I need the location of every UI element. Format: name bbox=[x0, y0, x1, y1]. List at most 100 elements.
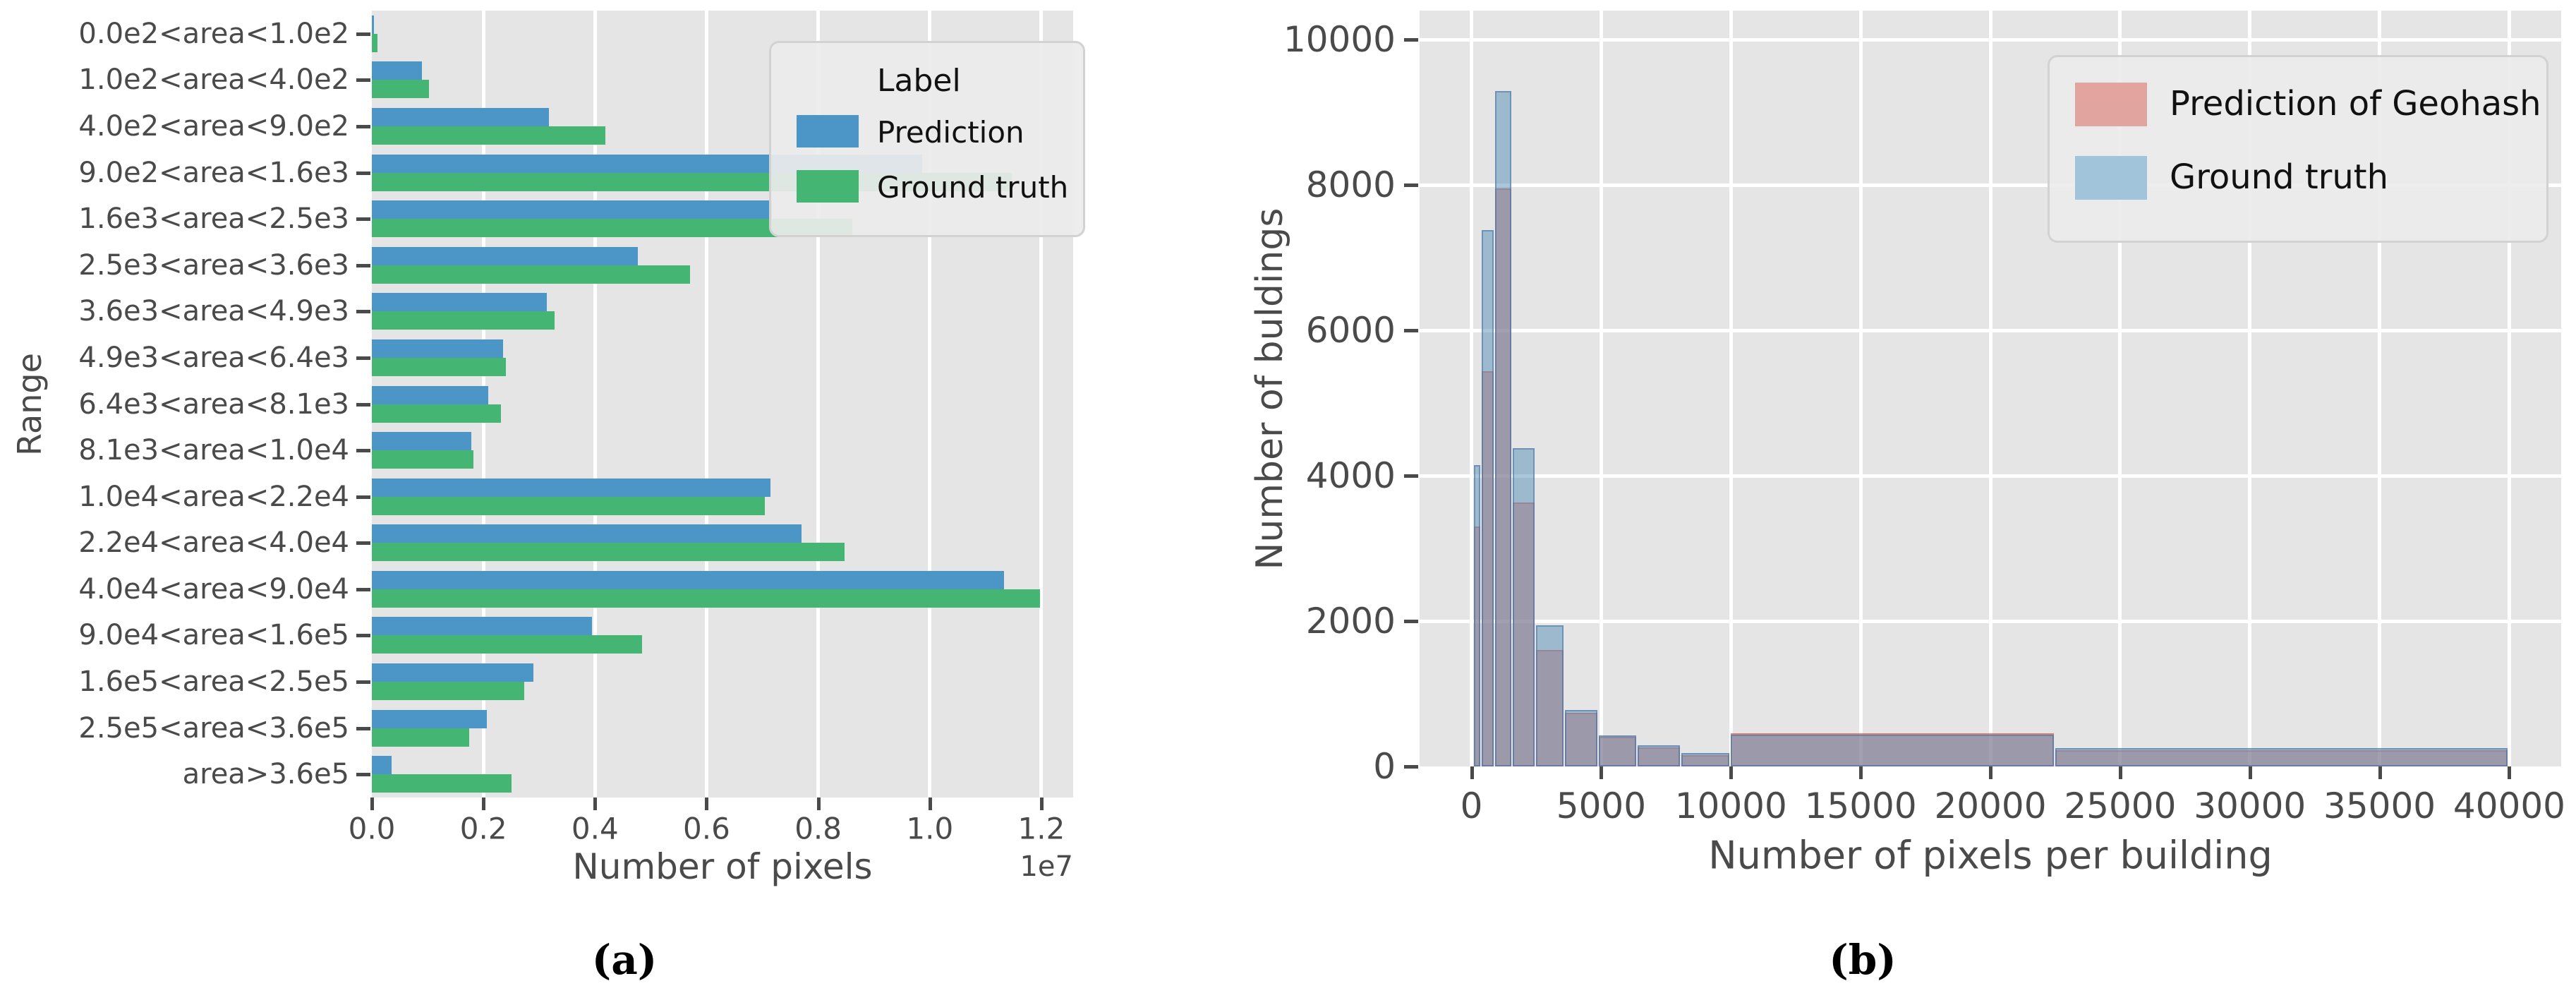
chart-a-x-tick-label: 0.2 bbox=[459, 811, 507, 846]
chart-b-y-axis-label: Number of buldings bbox=[1249, 207, 1291, 570]
chart-a-y-tick-label: 3.6e3<area<4.9e3 bbox=[78, 295, 349, 328]
hist-bar-ground-truth bbox=[1564, 709, 1597, 766]
bar-prediction bbox=[372, 570, 1004, 589]
chart-a-y-tick-label: 8.1e3<area<1.0e4 bbox=[78, 434, 349, 467]
bar-prediction bbox=[372, 200, 772, 219]
chart-b-x-tick bbox=[1859, 766, 1863, 779]
bar-prediction bbox=[372, 15, 375, 34]
chart-a-gridline bbox=[816, 11, 821, 798]
chart-a-y-tick-label: 1.0e2<area<4.0e2 bbox=[78, 64, 349, 97]
chart-b-x-tick bbox=[2378, 766, 2382, 779]
chart-b-y-tick-label: 8000 bbox=[1305, 164, 1396, 206]
hist-bar-ground-truth bbox=[1598, 735, 1636, 766]
chart-b-gridline bbox=[1420, 619, 2561, 623]
chart-b-gridline bbox=[1858, 11, 1863, 766]
chart-a-gridline bbox=[1039, 11, 1044, 798]
chart-a-y-tick bbox=[356, 217, 370, 222]
chart-a-y-tick-label: 4.0e2<area<9.0e2 bbox=[78, 109, 349, 143]
bar-prediction bbox=[372, 756, 392, 775]
chart-a-y-tick-label: area>3.6e5 bbox=[182, 758, 349, 791]
chart-a-y-tick-label: 2.2e4<area<4.0e4 bbox=[78, 526, 349, 560]
chart-b-x-tick bbox=[1729, 766, 1734, 779]
bar-ground-truth bbox=[372, 126, 606, 145]
chart-b-gridline bbox=[1420, 474, 2561, 478]
prediction-of-geohash-legend-swatch bbox=[2075, 83, 2147, 126]
chart-b-y-tick bbox=[1404, 329, 1418, 333]
chart-b-y-tick-label: 10000 bbox=[1283, 19, 1396, 61]
chart-b-x-tick bbox=[1989, 766, 1993, 779]
chart-b-gridline bbox=[2378, 11, 2382, 766]
bar-ground-truth bbox=[372, 450, 473, 469]
chart-b-x-tick-label: 35000 bbox=[2323, 786, 2436, 826]
chart-b-gridline bbox=[2507, 11, 2511, 766]
chart-b-x-tick bbox=[1470, 766, 1474, 779]
bar-ground-truth bbox=[372, 635, 642, 654]
chart-a-x-tick-label: 0.6 bbox=[683, 811, 730, 846]
caption-a: (a) bbox=[591, 936, 658, 984]
hist-bar-ground-truth bbox=[1637, 745, 1681, 766]
bar-prediction bbox=[372, 663, 533, 682]
chart-b-legend: Prediction of Geohash Ground truth bbox=[2048, 55, 2548, 243]
bar-ground-truth bbox=[372, 33, 377, 52]
ground-truth-legend-swatch bbox=[797, 170, 859, 203]
chart-a-y-tick bbox=[356, 402, 370, 407]
chart-b-x-tick-label: 5000 bbox=[1556, 786, 1647, 826]
hist-bar-ground-truth bbox=[1731, 735, 2054, 766]
hist-bar-ground-truth bbox=[1474, 464, 1481, 766]
chart-a-y-tick bbox=[356, 263, 370, 267]
chart-a-gridline bbox=[928, 11, 932, 798]
chart-a-gridline bbox=[704, 11, 708, 798]
bar-prediction bbox=[372, 61, 423, 80]
chart-a-y-tick-label: 2.5e5<area<3.6e5 bbox=[78, 711, 349, 745]
chart-a-y-tick bbox=[356, 495, 370, 499]
chart-a-y-axis-label: Range bbox=[11, 352, 49, 456]
bar-prediction bbox=[372, 385, 489, 404]
ground-truth-b-legend-label: Ground truth bbox=[2170, 157, 2389, 197]
chart-a-y-tick-label: 1.6e3<area<2.5e3 bbox=[78, 203, 349, 236]
chart-b-gridline bbox=[1470, 11, 1474, 766]
bar-prediction bbox=[372, 107, 549, 126]
chart-a-y-tick bbox=[356, 634, 370, 638]
chart-a-y-tick bbox=[356, 32, 370, 36]
chart-a-gridline bbox=[593, 11, 597, 798]
bar-ground-truth bbox=[372, 311, 555, 330]
chart-a-y-tick bbox=[356, 356, 370, 360]
chart-a-y-tick-label: 2.5e3<area<3.6e3 bbox=[78, 248, 349, 282]
chart-a-x-tick bbox=[928, 798, 932, 810]
bar-ground-truth bbox=[372, 543, 845, 562]
chart-b-y-tick-label: 0 bbox=[1373, 746, 1396, 787]
chart-a-x-tick bbox=[705, 798, 709, 810]
chart-b-gridline bbox=[1420, 37, 2561, 42]
chart-b-y-tick-label: 2000 bbox=[1305, 601, 1396, 642]
chart-a-y-tick bbox=[356, 541, 370, 546]
chart-b-y-tick bbox=[1404, 474, 1418, 479]
chart-a-x-tick-label: 0.0 bbox=[348, 811, 396, 846]
chart-a-y-tick bbox=[356, 587, 370, 591]
bar-ground-truth bbox=[372, 404, 501, 423]
bar-prediction bbox=[372, 524, 802, 543]
chart-a-y-tick bbox=[356, 78, 370, 83]
chart-a-y-tick bbox=[356, 449, 370, 453]
bar-prediction bbox=[372, 246, 639, 265]
ground-truth-b-legend-swatch bbox=[2075, 156, 2147, 200]
chart-b-gridline bbox=[2118, 11, 2122, 766]
bar-prediction bbox=[372, 617, 593, 636]
chart-b-gridline bbox=[1729, 11, 1733, 766]
chart-b-y-tick bbox=[1404, 620, 1418, 624]
bar-ground-truth bbox=[372, 728, 470, 747]
chart-a-x-tick bbox=[593, 798, 598, 810]
hist-bar-ground-truth bbox=[1681, 753, 1730, 766]
chart-b-x-axis-label: Number of pixels per building bbox=[1708, 833, 2273, 878]
chart-a-x-tick bbox=[816, 798, 821, 810]
chart-b-x-tick-label: 30000 bbox=[2194, 786, 2306, 826]
chart-a-y-tick bbox=[356, 726, 370, 730]
chart-b-x-tick-label: 10000 bbox=[1674, 786, 1787, 826]
bar-ground-truth bbox=[372, 774, 512, 793]
chart-b-x-tick-label: 20000 bbox=[1934, 786, 2047, 826]
chart-a-y-tick-label: 4.9e3<area<6.4e3 bbox=[78, 341, 349, 374]
chart-b-x-tick-label: 40000 bbox=[2453, 786, 2565, 826]
bar-prediction bbox=[372, 478, 770, 497]
hist-bar-ground-truth bbox=[1513, 447, 1535, 766]
chart-b-gridline bbox=[1599, 11, 1603, 766]
prediction-legend-label: Prediction bbox=[877, 115, 1024, 150]
